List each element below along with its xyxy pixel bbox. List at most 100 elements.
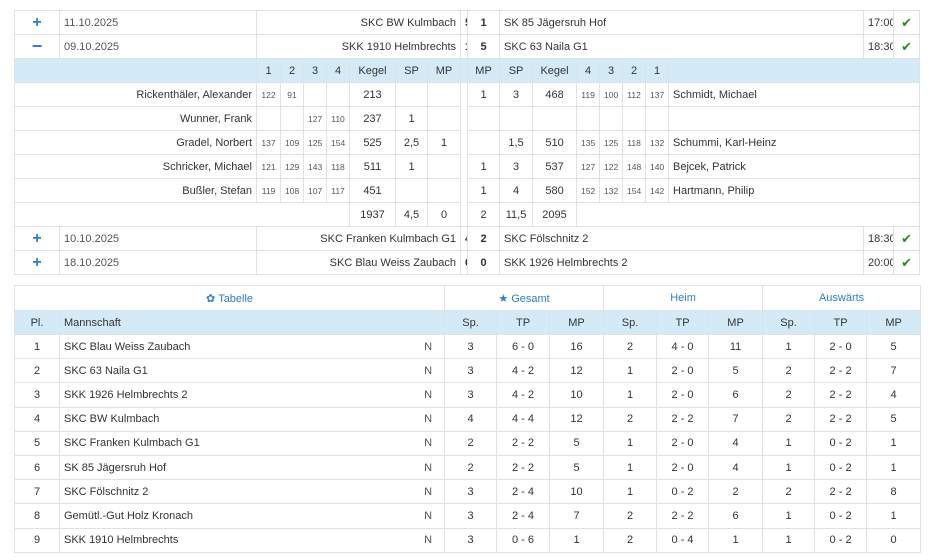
away-sp: 1 bbox=[762, 503, 816, 529]
total-tp: 6 - 0 bbox=[496, 333, 551, 360]
home-player: Schricker, Michael bbox=[14, 154, 257, 179]
rank: 7 bbox=[14, 479, 60, 505]
player-row: Bußler, Stefan 119 108 107 117 451 1 4 580 152 132… bbox=[14, 178, 920, 203]
away-round-score bbox=[576, 106, 601, 131]
home-sp: 2,5 bbox=[395, 130, 428, 155]
standings-row[interactable]: 1 N SKC Blau Weiss Zaubach 3 6 - 0 16 2 4 - 0 11… bbox=[14, 333, 922, 360]
team-cell: N SK 85 Jägersruh Hof bbox=[58, 454, 446, 481]
away-mp bbox=[467, 130, 501, 155]
home-round-score: 122 bbox=[256, 82, 281, 107]
away-tp: 2 - 0 bbox=[814, 333, 868, 360]
divider bbox=[460, 154, 469, 179]
away-mp: 1 bbox=[866, 503, 922, 529]
plus-icon[interactable]: + bbox=[14, 250, 60, 275]
home-round-score: 91 bbox=[280, 82, 304, 107]
team-name[interactable]: Gemütl.-Gut Holz Kronach bbox=[64, 509, 193, 522]
team-flag: N bbox=[424, 340, 433, 353]
total-tp: 4 - 2 bbox=[496, 382, 551, 408]
away-round-score: 142 bbox=[645, 178, 670, 203]
team-name[interactable]: SKC 63 Naila G1 bbox=[64, 364, 148, 377]
plus-icon[interactable]: + bbox=[14, 226, 60, 251]
game-time: 18:30 bbox=[863, 34, 895, 59]
divider bbox=[460, 106, 469, 131]
home-team: SKK 1910 Helmbrechts bbox=[255, 34, 462, 59]
home-score: 5 bbox=[460, 10, 469, 35]
col-total-sp: Sp. bbox=[444, 310, 498, 335]
team-cell: N SKC Franken Kulmbach G1 bbox=[58, 430, 446, 456]
divider bbox=[460, 82, 469, 107]
col-home-mp: MP bbox=[708, 310, 764, 335]
away-sp: 1,5 bbox=[499, 130, 534, 155]
away-sp: 1 bbox=[762, 333, 816, 360]
home-mp: 1 bbox=[426, 130, 462, 155]
game-time: 18:30 bbox=[863, 226, 895, 251]
player-row: Schricker, Michael 121 129 143 118 511 1 1 3 537 1… bbox=[14, 154, 920, 179]
away-mp: 1 bbox=[467, 178, 501, 203]
col-round-2: 2 bbox=[622, 58, 647, 83]
team-name[interactable]: SKC Blau Weiss Zaubach bbox=[64, 340, 191, 353]
away-round-score: 154 bbox=[622, 178, 647, 203]
total-sp: 3 bbox=[444, 382, 498, 408]
team-name[interactable]: SKC Franken Kulmbach G1 bbox=[64, 437, 200, 450]
col-total-tp: TP bbox=[496, 310, 551, 335]
home-sp: 1 bbox=[603, 358, 658, 384]
plus-icon[interactable]: + bbox=[14, 10, 60, 35]
home-mp bbox=[426, 106, 462, 131]
home-tp: 2 - 2 bbox=[656, 503, 710, 529]
away-kegel: 537 bbox=[532, 154, 578, 179]
away-mp: 1 bbox=[866, 430, 922, 456]
minus-icon[interactable]: − bbox=[14, 34, 60, 59]
total-mp: 7 bbox=[549, 503, 605, 529]
home-tp: 2 - 0 bbox=[656, 382, 710, 408]
team-name[interactable]: SK 85 Jägersruh Hof bbox=[64, 461, 167, 474]
rank: 2 bbox=[14, 358, 60, 384]
col-round-4: 4 bbox=[326, 58, 350, 83]
detail-header-spacer bbox=[14, 58, 257, 83]
team-cell: N SKC Blau Weiss Zaubach bbox=[58, 333, 446, 360]
rank: 1 bbox=[14, 333, 60, 360]
home-mp bbox=[426, 178, 462, 203]
home-mp: 4 bbox=[708, 454, 764, 481]
home-mp bbox=[426, 154, 462, 179]
player-row: Wunner, Frank 127 110 237 1 bbox=[14, 106, 920, 131]
away-mp: 4 bbox=[866, 382, 922, 408]
col-mp: MP bbox=[426, 58, 462, 83]
home-round-score: 118 bbox=[326, 154, 350, 179]
team-name[interactable]: SKK 1910 Helmbrechts bbox=[64, 534, 179, 547]
away-sp: 3 bbox=[499, 82, 534, 107]
col-away-mp: MP bbox=[866, 310, 922, 335]
rank: 8 bbox=[14, 503, 60, 529]
home-tp: 2 - 0 bbox=[656, 430, 710, 456]
total-sp: 3 bbox=[444, 503, 498, 529]
home-sp: 1 bbox=[603, 382, 658, 408]
home-player: Rickenthäler, Alexander bbox=[14, 82, 257, 107]
total-mp: 10 bbox=[549, 382, 605, 408]
home-sp: 1 bbox=[603, 454, 658, 481]
home-round-score bbox=[303, 82, 327, 107]
home-round-score: 110 bbox=[326, 106, 350, 131]
col-round-4: 4 bbox=[576, 58, 601, 83]
team-name[interactable]: SKC BW Kulmbach bbox=[64, 413, 160, 426]
table-section-header: ✿ Tabelle bbox=[13, 285, 446, 311]
home-score: 6 bbox=[460, 250, 469, 275]
home-tp: 0 - 4 bbox=[656, 527, 710, 553]
away-mp: 0 bbox=[866, 527, 922, 553]
away-sp: 2 bbox=[762, 382, 816, 408]
total-tp: 4 - 4 bbox=[496, 406, 551, 432]
away-mp bbox=[467, 106, 501, 131]
team-name[interactable]: SKK 1926 Helmbrechts 2 bbox=[64, 388, 188, 401]
team-name[interactable]: SKC Fölschnitz 2 bbox=[64, 485, 149, 498]
rank: 4 bbox=[14, 406, 60, 432]
